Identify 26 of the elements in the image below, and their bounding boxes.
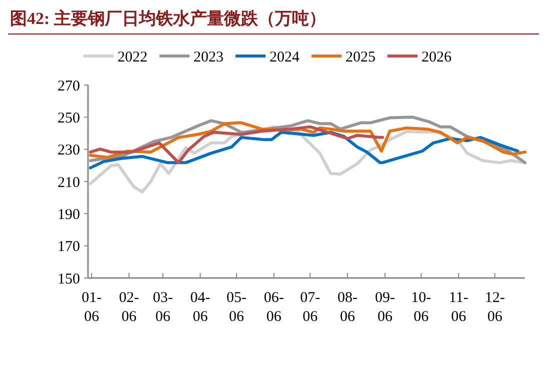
y-tick-label: 230 <box>58 142 80 159</box>
chart-title: 图42: 主要钢厂日均铁水产量微跌（万吨） <box>10 9 326 28</box>
legend-label: 2024 <box>270 49 300 66</box>
y-tick-label: 250 <box>58 110 80 126</box>
y-tick-label: 170 <box>58 239 80 256</box>
y-tick-label: 190 <box>58 206 80 223</box>
x-tick-label: 08-06 <box>338 290 358 325</box>
legend-label: 2025 <box>346 49 376 66</box>
y-tick-label: 270 <box>58 78 80 94</box>
x-tick-label: 10-06 <box>411 290 432 325</box>
x-tick-label: 03-06 <box>152 290 173 325</box>
x-tick-label: 01-06 <box>82 290 102 325</box>
x-tick-label: 09-06 <box>374 290 395 325</box>
x-tick-label: 06-06 <box>264 290 284 325</box>
line-series <box>88 125 384 164</box>
x-tick-label: 05-06 <box>226 290 246 325</box>
legend-label: 2026 <box>422 49 452 66</box>
x-tick-label: 07-06 <box>300 290 320 325</box>
legend-label: 2023 <box>194 49 224 66</box>
legend-label: 2022 <box>118 49 148 66</box>
x-tick-label: 04-06 <box>190 290 210 325</box>
y-tick-label: 210 <box>58 174 80 191</box>
x-tick-label: 12-06 <box>484 290 505 325</box>
y-tick-label: 150 <box>58 271 80 288</box>
x-tick-label: 02-06 <box>119 290 140 325</box>
x-tick-label: 11-06 <box>448 290 468 325</box>
